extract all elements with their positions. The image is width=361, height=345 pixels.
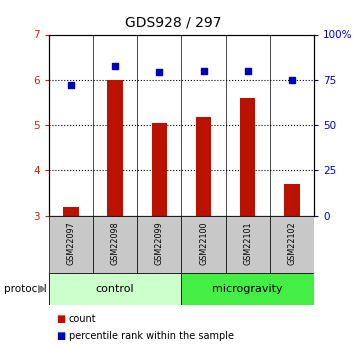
Bar: [240, 98, 256, 216]
Point: [245, 68, 251, 73]
Bar: [196, 117, 211, 216]
Bar: [49, 273, 181, 305]
Bar: [181, 216, 226, 273]
Point: [156, 69, 162, 75]
Point: [201, 68, 206, 73]
Bar: [226, 216, 270, 273]
Text: GSM22099: GSM22099: [155, 221, 164, 265]
Text: ■: ■: [56, 331, 65, 341]
Bar: [49, 216, 93, 273]
Text: count: count: [69, 314, 96, 324]
Bar: [181, 273, 314, 305]
Bar: [270, 216, 314, 273]
Text: protocol: protocol: [4, 284, 46, 294]
Bar: [137, 216, 182, 273]
Bar: [107, 80, 123, 216]
Text: GSM22098: GSM22098: [110, 221, 119, 265]
Text: GDS928 / 297: GDS928 / 297: [125, 16, 222, 30]
Text: GSM22102: GSM22102: [287, 221, 296, 265]
Point: [112, 63, 118, 69]
Text: GSM22100: GSM22100: [199, 221, 208, 265]
Point: [289, 77, 295, 82]
Text: GSM22097: GSM22097: [66, 221, 75, 265]
Text: GSM22101: GSM22101: [243, 221, 252, 265]
Bar: [63, 207, 79, 216]
Text: percentile rank within the sample: percentile rank within the sample: [69, 331, 234, 341]
Bar: [93, 216, 137, 273]
Point: [68, 82, 74, 88]
Text: control: control: [96, 284, 134, 294]
Text: ▶: ▶: [38, 284, 47, 294]
Text: microgravity: microgravity: [212, 284, 283, 294]
Bar: [152, 123, 167, 216]
Text: ■: ■: [56, 314, 65, 324]
Bar: [284, 184, 300, 216]
